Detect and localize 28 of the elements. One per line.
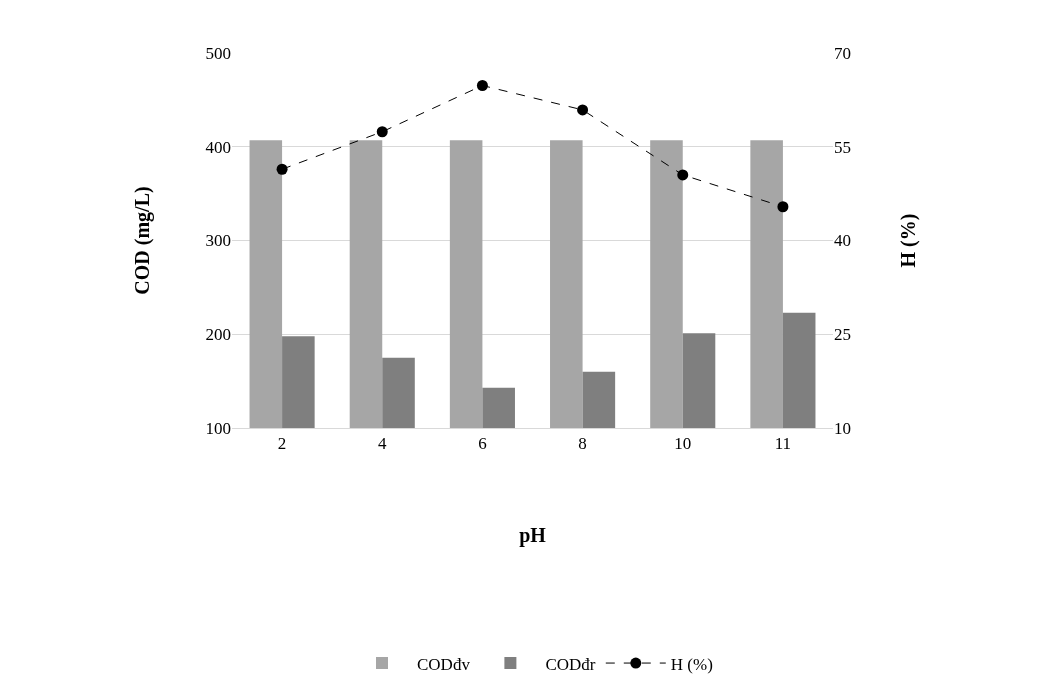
y2-tick-label: 10: [834, 418, 851, 438]
y-tick-label: 400: [205, 137, 231, 157]
point: [677, 169, 689, 181]
y2-tick-label: 55: [834, 137, 851, 157]
y-tick-label: 300: [205, 231, 231, 251]
x-tick-label: 4: [378, 434, 387, 454]
y2-tick-label: 25: [834, 325, 851, 345]
point: [476, 80, 488, 91]
y-tick-label: 100: [205, 418, 231, 438]
x-tick-label: 6: [478, 434, 487, 454]
legend-label: H (%): [670, 654, 713, 674]
x-tick-label: 11: [774, 434, 792, 454]
y2-axis-title: H (%): [896, 213, 920, 268]
y2-tick-label: 70: [834, 43, 851, 63]
point: [376, 126, 388, 138]
x-axis-title: pH: [519, 523, 547, 547]
y-tick-label: 500: [205, 43, 231, 63]
legend-label: CODđr: [545, 654, 596, 674]
point: [276, 163, 288, 175]
point: [577, 104, 589, 116]
x-tick-label: 2: [277, 434, 287, 454]
x-tick-label: 10: [674, 434, 692, 454]
x-tick-label: 8: [578, 434, 587, 454]
y-axis-title: COD (mg/L): [131, 186, 154, 295]
y2-tick-label: 40: [834, 231, 851, 251]
y-tick-label: 200: [205, 325, 231, 345]
point: [777, 201, 789, 213]
legend-label: CODđv: [417, 654, 471, 674]
